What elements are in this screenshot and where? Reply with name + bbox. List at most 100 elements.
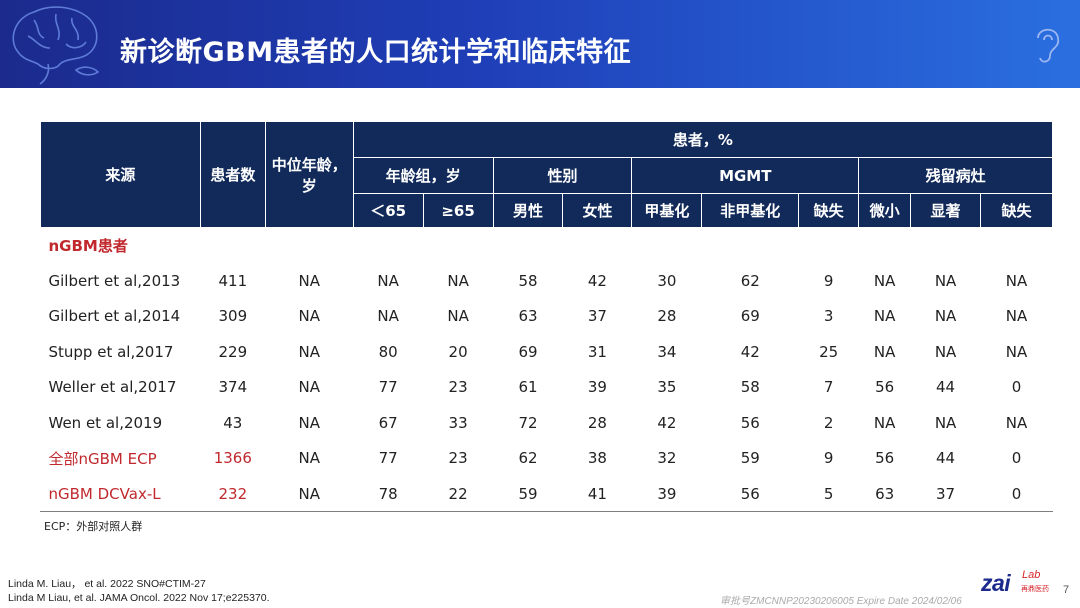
cell-count: 374 xyxy=(218,378,248,397)
table-cell: NA xyxy=(447,307,469,326)
table-cell: 77 xyxy=(378,378,398,397)
table-cell: 39 xyxy=(587,378,607,397)
table-cell: 69 xyxy=(518,342,538,361)
table-cell: NA xyxy=(934,307,957,326)
page-number: 7 xyxy=(1063,584,1070,596)
table-bottom-rule xyxy=(40,511,1053,512)
table-cell: 42 xyxy=(657,413,677,432)
table-cell: 33 xyxy=(448,413,468,432)
table-cell: NA xyxy=(934,413,957,432)
title-banner: 新诊断GBM患者的人口统计学和临床特征 xyxy=(0,0,1080,88)
table-cell: NA xyxy=(298,413,320,432)
table-cell: 44 xyxy=(936,378,956,397)
brain-icon xyxy=(12,6,100,85)
table-cell: NA xyxy=(298,342,320,361)
table-cell: 39 xyxy=(657,484,677,503)
table-cell: 28 xyxy=(657,307,677,326)
table-cell: NA xyxy=(1005,413,1028,432)
header-source: 来源 xyxy=(40,121,201,228)
subheader: 男性 xyxy=(492,193,564,228)
table-cell: 30 xyxy=(657,271,677,290)
table-cell: 9 xyxy=(823,271,834,290)
table-cell: 42 xyxy=(587,271,607,290)
table-cell: 23 xyxy=(448,449,468,468)
cell-source: 全部nGBM ECP xyxy=(48,449,157,468)
table-cell: NA xyxy=(377,271,399,290)
subheader: 甲基化 xyxy=(631,193,703,228)
table-cell: NA xyxy=(873,271,896,290)
cell-source: Gilbert et al,2013 xyxy=(48,271,181,290)
table-cell: 0 xyxy=(1011,378,1022,397)
table-cell: 63 xyxy=(875,484,895,503)
table-cell: 34 xyxy=(657,342,677,361)
subheader: 显著 xyxy=(910,193,982,228)
reference-2: Linda M Liau, et al. JAMA Oncol. 2022 No… xyxy=(8,592,270,604)
table-cell: 3 xyxy=(823,307,834,326)
table-cell: 56 xyxy=(875,378,895,397)
cell-count: 43 xyxy=(223,413,243,432)
table-cell: 20 xyxy=(448,342,468,361)
table-cell: 37 xyxy=(936,484,956,503)
cell-count: 411 xyxy=(218,271,248,290)
cell-source: nGBM DCVax-L xyxy=(48,484,161,503)
table-cell: NA xyxy=(377,307,399,326)
table-cell: 37 xyxy=(587,307,607,326)
header-median-age: 中位年龄，岁 xyxy=(264,121,354,228)
table-cell: NA xyxy=(298,271,320,290)
table-cell: 32 xyxy=(657,449,677,468)
footnote: ECP：外部对照人群 xyxy=(44,520,143,533)
header-sex: 性别 xyxy=(492,157,633,194)
table-cell: 58 xyxy=(518,271,538,290)
table-row: Gilbert et al,2014 309 NA NA NA 63 37 28 69 3 NA NA… xyxy=(41,299,1053,335)
cell-count: 309 xyxy=(218,307,248,326)
table-cell: 28 xyxy=(587,413,607,432)
ear-icon xyxy=(1037,28,1060,63)
table-cell: 23 xyxy=(448,378,468,397)
section-label: nGBM患者 xyxy=(48,237,128,255)
table-cell: 63 xyxy=(518,307,538,326)
logo-zai: zai xyxy=(981,570,1011,596)
table-cell: 56 xyxy=(740,484,760,503)
table-cell: NA xyxy=(873,342,896,361)
table-cell: 67 xyxy=(378,413,398,432)
table-cell: NA xyxy=(298,449,320,468)
table-cell: 25 xyxy=(819,342,839,361)
header-mgmt: MGMT xyxy=(631,157,860,194)
table-row: Stupp et al,2017 229 NA 80 20 69 31 34 42 25 NA NA N… xyxy=(41,334,1053,370)
subheader: 缺失 xyxy=(980,193,1053,228)
table-cell: 58 xyxy=(740,378,760,397)
table-cell: 56 xyxy=(740,413,760,432)
table-row: Gilbert et al,2013 411 NA NA NA 58 42 30 62 9 NA NA… xyxy=(41,263,1053,299)
logo-lab: Lab xyxy=(1022,569,1041,581)
table-cell: NA xyxy=(1005,342,1028,361)
cell-count: 232 xyxy=(218,484,248,503)
table-cell: NA xyxy=(1005,271,1028,290)
subheader: 缺失 xyxy=(798,193,860,228)
header-age-group: 年龄组，岁 xyxy=(352,157,494,194)
table-cell: NA xyxy=(934,271,957,290)
table-cell: 59 xyxy=(740,449,760,468)
header-patient-percent: 患者，% xyxy=(352,121,1054,158)
table-cell: 72 xyxy=(518,413,538,432)
table-cell: 44 xyxy=(936,449,956,468)
subheader: 非甲基化 xyxy=(701,193,800,228)
logo-chinese: 再鼎医药 xyxy=(1021,586,1049,593)
table-cell: 9 xyxy=(823,449,834,468)
table-cell: 38 xyxy=(587,449,607,468)
table-row: 全部nGBM ECP 1366 NA 77 23 62 38 32 59 9 56 44 0 xyxy=(41,441,1053,477)
table-row: Wen et al,2019 43 NA 67 33 72 28 42 56 2 NA NA NA xyxy=(41,405,1053,441)
table-cell: 56 xyxy=(875,449,895,468)
table-cell: 59 xyxy=(518,484,538,503)
table-cell: NA xyxy=(447,271,469,290)
page-title: 新诊断GBM患者的人口统计学和临床特征 xyxy=(120,37,632,68)
table-row: Weller et al,2017 374 NA 77 23 61 39 35 58 7 56 44 0 xyxy=(41,370,1053,406)
table-cell: 22 xyxy=(448,484,468,503)
approval-code: 审批号ZMCNNP20230206005 Expire Date 2024/02… xyxy=(720,596,962,607)
subheader: ＜65 xyxy=(352,193,424,228)
table-cell: 78 xyxy=(378,484,398,503)
subheader: ≥65 xyxy=(422,193,494,228)
table-cell: 35 xyxy=(657,378,677,397)
table-row: nGBM DCVax-L 232 NA 78 22 59 41 39 56 5 63 37 0 xyxy=(41,476,1053,512)
table-cell: 62 xyxy=(740,271,760,290)
table-cell: NA xyxy=(298,378,320,397)
